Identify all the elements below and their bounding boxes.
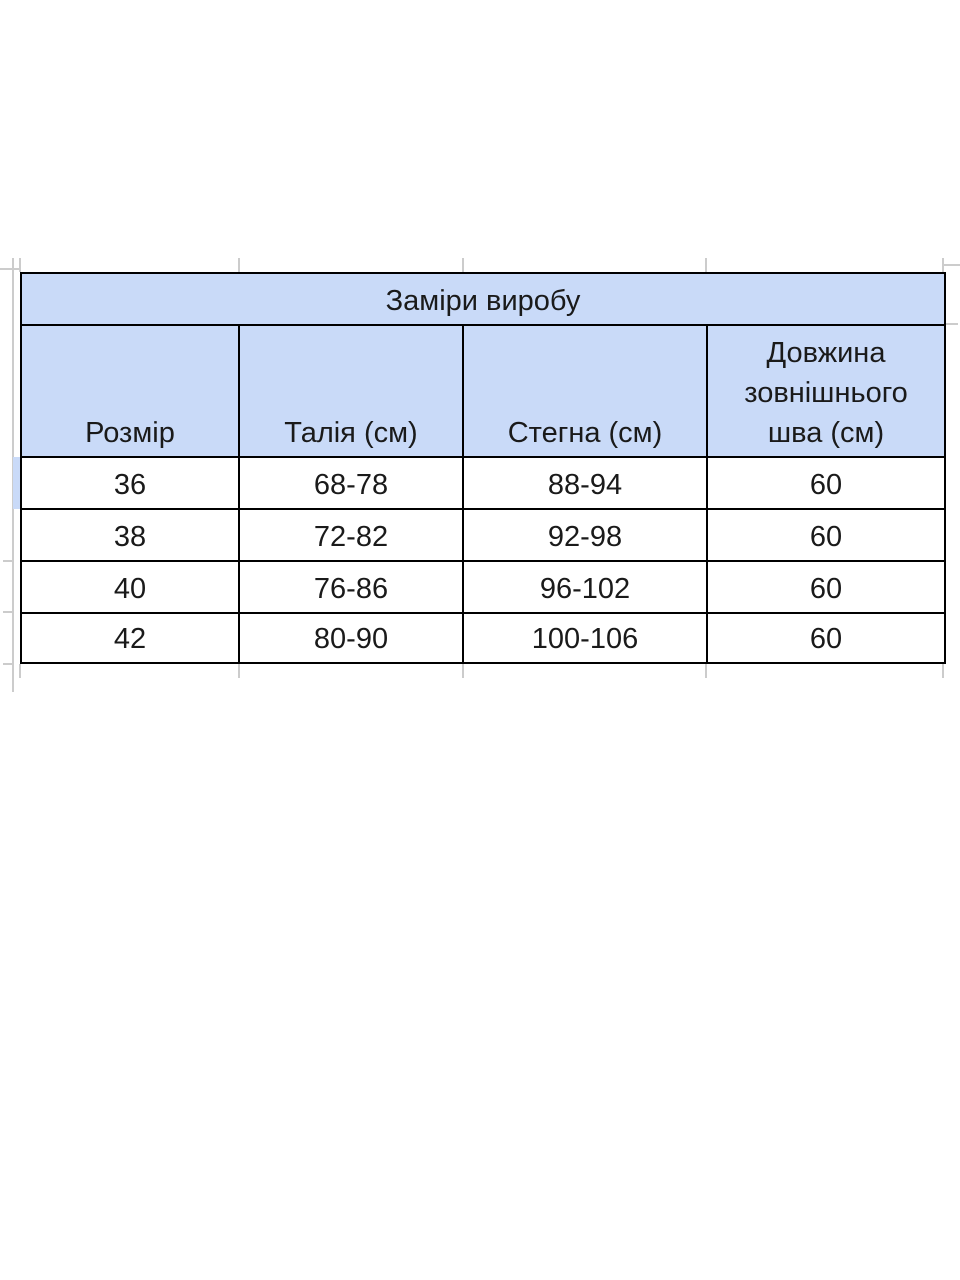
column-header-outseam: Довжина зовнішнього шва (см) [706,324,946,458]
cell-outseam: 60 [706,508,946,562]
cell-outseam: 60 [706,456,946,510]
column-header-size: Розмір [20,324,240,458]
cell-waist: 68-78 [238,456,464,510]
column-header-waist: Талія (см) [238,324,464,458]
size-chart-table: Заміри виробу Розмір Талія (см) Стегна (… [20,272,946,664]
gridline-stub-top-right [944,264,960,266]
gridline-tick-bottom [462,664,464,678]
table-title-row: Заміри виробу [20,272,946,326]
gridline-tick-top [705,258,707,272]
cell-hips: 100-106 [462,612,708,664]
gridline-tick-bottom [942,664,944,678]
table-row: 40 76-86 96-102 60 [20,560,946,614]
cell-size: 38 [20,508,240,562]
cell-waist: 72-82 [238,508,464,562]
cell-hips: 88-94 [462,456,708,510]
cell-size: 42 [20,612,240,664]
cell-hips: 92-98 [462,508,708,562]
stray-filled-cell [13,457,20,509]
gridline-stub-right [944,323,958,325]
table-row: 38 72-82 92-98 60 [20,508,946,562]
gridline-stub-top-left [0,268,20,270]
table-header-row: Розмір Талія (см) Стегна (см) Довжина зо… [20,324,946,458]
cell-size: 40 [20,560,240,614]
gridline-tick-top [462,258,464,272]
gridline-tick-top [19,258,21,272]
cell-outseam: 60 [706,612,946,664]
gridline-tick-top [942,258,944,272]
cell-outseam: 60 [706,560,946,614]
gridline-stub-left [3,560,13,562]
cell-hips: 96-102 [462,560,708,614]
cell-waist: 80-90 [238,612,464,664]
gridline-tick-top [238,258,240,272]
column-header-hips: Стегна (см) [462,324,708,458]
gridline-tick-bottom [238,664,240,678]
gridline-tick-bottom [19,664,21,678]
gridline-stub-left [3,611,13,613]
gridline-tick-bottom [705,664,707,678]
cell-waist: 76-86 [238,560,464,614]
table-row: 42 80-90 100-106 60 [20,612,946,664]
gridline-stub-left [3,663,13,665]
table-title: Заміри виробу [20,272,946,326]
cell-size: 36 [20,456,240,510]
table-row: 36 68-78 88-94 60 [20,456,946,510]
